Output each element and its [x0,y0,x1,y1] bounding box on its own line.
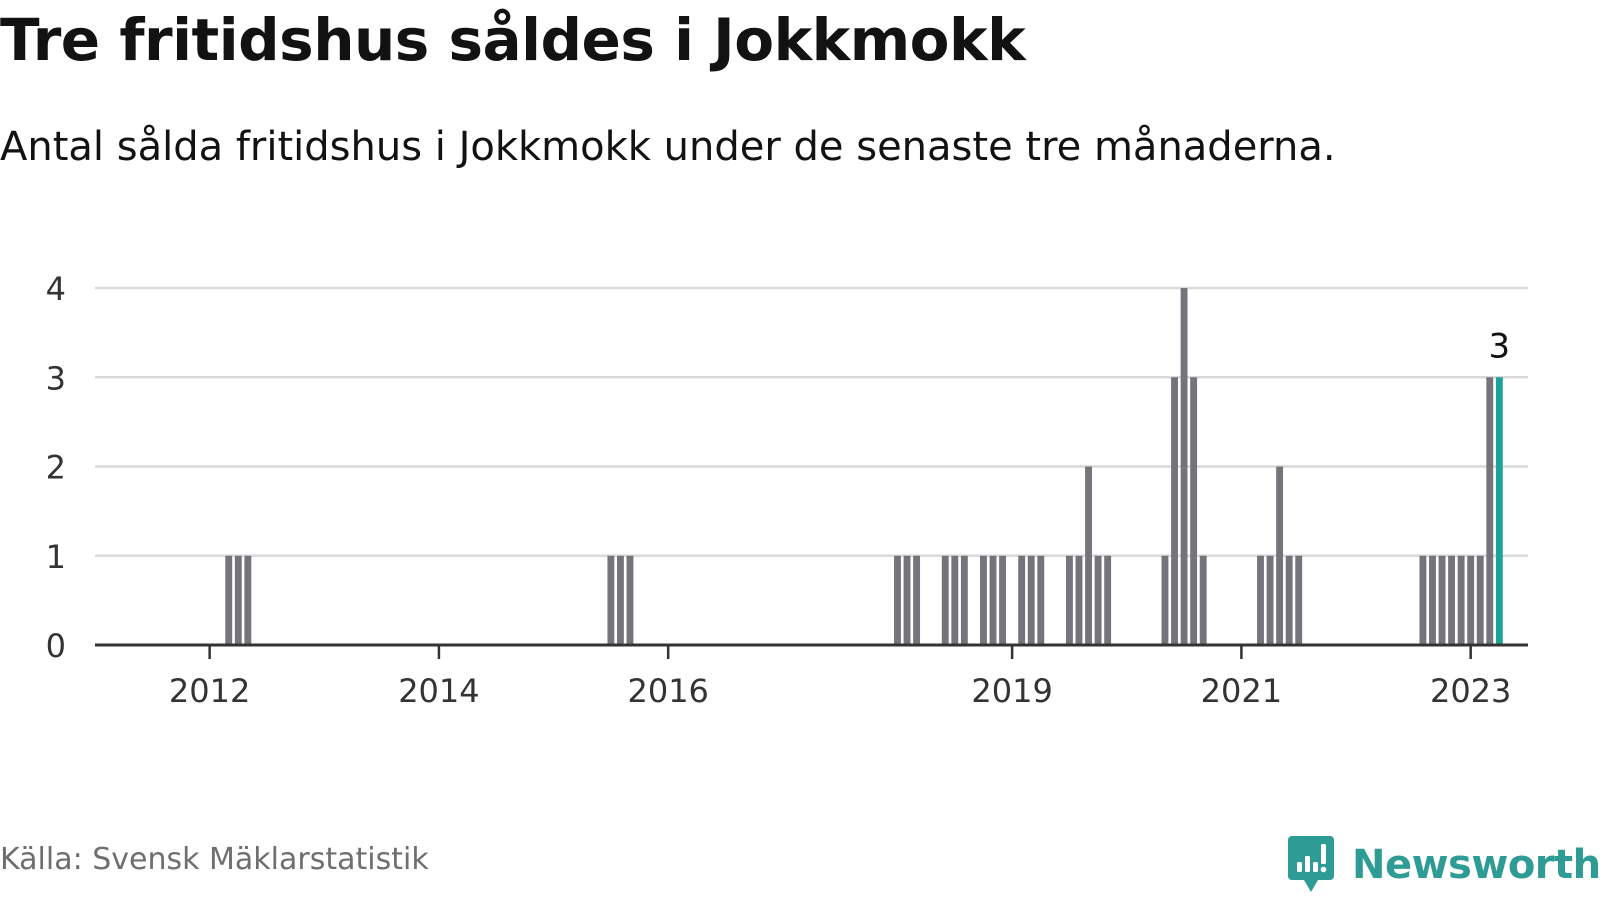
bar [951,555,959,645]
y-tick-label: 0 [46,627,66,665]
x-tick-label: 2014 [398,672,479,710]
x-tick-label: 2023 [1430,672,1511,710]
y-tick-label: 3 [46,359,66,397]
bar [1037,555,1045,645]
bar [1438,555,1446,645]
bar [1295,555,1303,645]
bar [999,555,1007,645]
bar [616,555,624,645]
y-tick-label: 4 [46,270,66,308]
bar [607,555,615,645]
bar [1190,377,1198,645]
bar [1171,377,1178,645]
bar [960,555,968,645]
data-label: 3 [1489,326,1511,366]
bar [1180,288,1188,645]
x-axis-ticks: 2012 2014 2016 2019 2021 2023 [169,645,1511,710]
x-tick-label: 2012 [169,672,250,710]
bar [1467,555,1475,645]
bar [913,555,921,645]
bar [1075,555,1083,645]
bar [1486,377,1494,645]
bar [1085,466,1092,645]
bars [225,288,1503,645]
bar [1199,555,1207,645]
gridlines [95,286,1528,557]
bar [1104,555,1112,645]
bar [1276,466,1284,645]
x-tick-label: 2016 [627,672,708,710]
source-note: Källa: Svensk Mäklarstatistik [0,842,429,877]
bar [1027,555,1035,645]
newsworthy-logo-icon [1288,836,1334,892]
bar [1429,555,1436,645]
newsworthy-logo: Newsworthy [1288,836,1600,894]
bar-highlight [1495,377,1503,645]
bar [1266,555,1274,645]
y-tick-label: 1 [46,538,66,576]
bar [234,555,242,645]
bar [1285,555,1293,645]
bar [1066,555,1073,645]
data-labels: 3 [1489,326,1511,366]
bar [244,555,252,645]
chart-subtitle: Antal sålda fritidshus i Jokkmokk under … [0,124,1336,170]
bar [941,555,949,645]
chart-title: Tre fritidshus såldes i Jokkmokk [0,6,1026,74]
x-tick-label: 2019 [971,672,1052,710]
y-axis-ticks: 0 1 2 3 4 [46,270,66,665]
y-tick-label: 2 [46,449,66,487]
brand-name: Newsworthy [1352,842,1600,888]
bar [1018,555,1026,645]
bar [1448,555,1456,645]
bar [1161,555,1169,645]
bar [1257,555,1264,645]
bar [1457,555,1465,645]
x-tick-label: 2021 [1201,672,1282,710]
bar [980,555,987,645]
bar [903,555,911,645]
bar [626,555,634,645]
bar [894,555,901,645]
bar [225,555,233,645]
bar [1094,555,1102,645]
bar [989,555,997,645]
bar [1419,555,1427,645]
bar [1476,555,1484,645]
